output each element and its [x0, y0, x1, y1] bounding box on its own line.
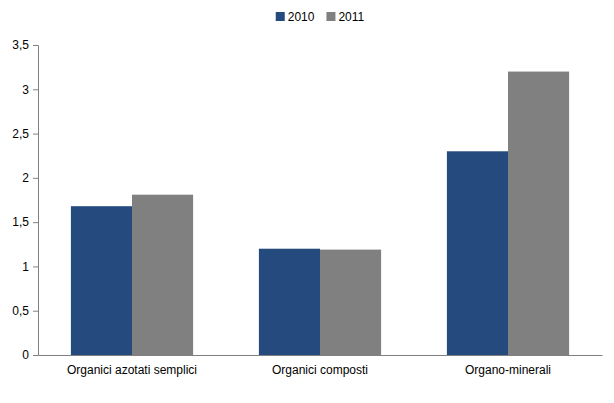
y-tick-mark — [33, 266, 38, 267]
y-tick-mark — [33, 222, 38, 223]
y-tick-label: 0,5 — [12, 304, 29, 318]
y-tick-mark — [33, 311, 38, 312]
y-tick-mark — [33, 89, 38, 90]
legend-swatch — [326, 12, 335, 21]
y-tick-label: 2 — [22, 171, 29, 185]
bar — [447, 151, 508, 355]
legend-label: 2010 — [288, 10, 315, 24]
y-tick: 0 — [22, 348, 38, 362]
y-tick-label: 3 — [22, 83, 29, 97]
y-tick: 3 — [22, 83, 38, 97]
y-tick: 3,5 — [12, 38, 38, 52]
y-tick: 1,5 — [12, 215, 38, 229]
y-tick: 0,5 — [12, 304, 38, 318]
x-tick: Organici composti — [272, 355, 368, 377]
y-tick-label: 1 — [22, 260, 29, 274]
legend-entry: 2010 — [276, 10, 315, 24]
y-tick-label: 0 — [22, 348, 29, 362]
bar — [132, 195, 193, 355]
bar — [71, 206, 132, 355]
y-tick-mark — [33, 134, 38, 135]
y-tick: 2,5 — [12, 127, 38, 141]
x-tick-label: Organici composti — [272, 363, 368, 377]
bars — [71, 72, 569, 355]
y-tick-label: 1,5 — [12, 215, 29, 229]
x-tick: Organici azotati semplici — [67, 355, 197, 377]
y-tick-label: 2,5 — [12, 127, 29, 141]
y-tick-label: 3,5 — [12, 38, 29, 52]
x-tick-label: Organici azotati semplici — [67, 363, 197, 377]
plot-area: 0 0,5 1 1,5 2 2,5 3 3,5 Organici azotati semplic… — [12, 38, 602, 376]
y-axis-line — [33, 46, 39, 356]
bar — [320, 250, 381, 355]
x-tick: Organo-minerali — [465, 355, 551, 377]
chart: 0 0,5 1 1,5 2 2,5 3 3,5 Organici azotati semplic… — [0, 0, 614, 403]
bar — [259, 249, 320, 355]
legend-entry: 2011 — [326, 10, 364, 24]
x-tick-label: Organo-minerali — [465, 363, 551, 377]
x-axis-line — [39, 355, 603, 356]
y-tick-mark — [33, 45, 38, 46]
legend: 2010 2011 — [276, 10, 365, 24]
y-tick-mark — [33, 355, 38, 356]
y-tick: 2 — [22, 171, 38, 185]
y-axis: 0 0,5 1 1,5 2 2,5 3 3,5 — [12, 38, 38, 362]
legend-swatch — [276, 12, 285, 21]
y-tick: 1 — [22, 260, 38, 274]
y-tick-mark — [33, 178, 38, 179]
bar — [508, 72, 569, 355]
legend-label: 2011 — [338, 10, 364, 24]
x-axis: Organici azotati semplici Organici compos… — [39, 355, 603, 377]
